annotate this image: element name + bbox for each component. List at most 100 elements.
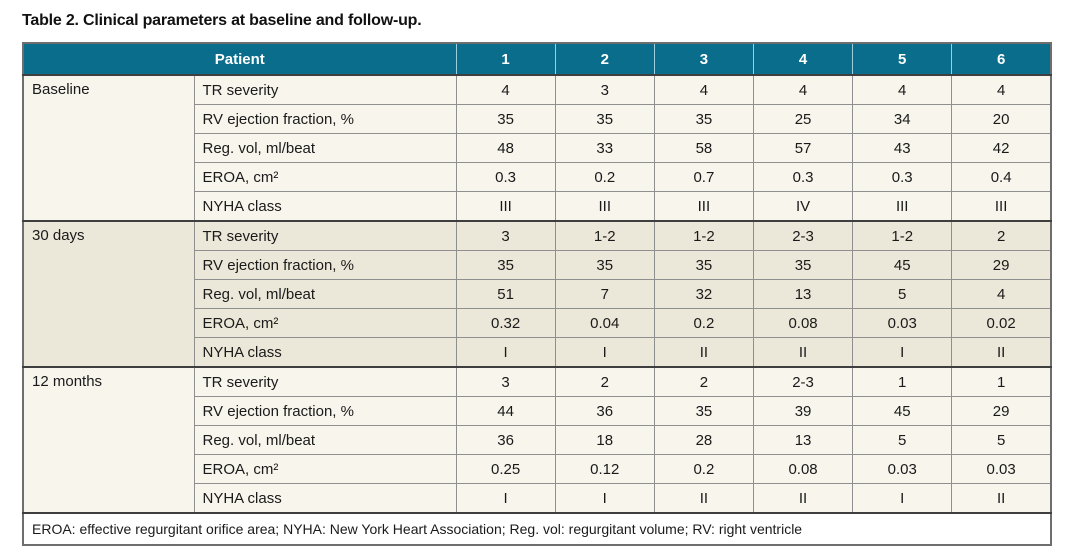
patient-column-header: 1 — [455, 43, 556, 76]
value-cell: 0.03 — [951, 454, 1052, 484]
table-row: Baseline TR severity 4 3 4 4 4 4 — [22, 74, 1052, 222]
table-row: RV ejection fraction, % 35 35 35 35 45 29 — [23, 250, 1052, 280]
value-cell: 25 — [752, 104, 854, 134]
value-cell: 35 — [653, 396, 754, 426]
value-cell: 1-2 — [852, 220, 953, 251]
parameter-label: EROA, cm² — [193, 308, 457, 338]
table-footnote: EROA: effective regurgitant orifice area… — [23, 512, 1051, 545]
value-cell: 13 — [752, 279, 854, 309]
value-cell: III — [554, 191, 655, 222]
parameter-label: TR severity — [193, 74, 457, 105]
value-cell: 3 — [455, 220, 556, 251]
value-cell: 35 — [554, 250, 655, 280]
value-cell: 1 — [852, 366, 953, 397]
value-cell: 5 — [852, 279, 953, 309]
patient-column-header: 5 — [852, 43, 952, 76]
patient-header-cell: Patient — [23, 43, 457, 76]
section-label: 30 days — [22, 220, 195, 368]
table-row: EROA, cm² 0.3 0.2 0.7 0.3 0.3 0.4 — [23, 162, 1052, 192]
value-cell: III — [852, 191, 953, 222]
value-cell: III — [653, 191, 754, 222]
table-footer: EROA: effective regurgitant orifice area… — [23, 512, 1051, 545]
value-cell: 0.03 — [852, 308, 953, 338]
value-cell: 0.3 — [852, 162, 953, 192]
table-row: EROA, cm² 0.32 0.04 0.2 0.08 0.03 0.02 — [23, 308, 1052, 338]
parameter-label: TR severity — [193, 366, 457, 397]
value-cell: 0.2 — [653, 454, 754, 484]
value-cell: 0.4 — [951, 162, 1052, 192]
table-row: 12 months TR severity 3 2 2 2-3 1 1 — [22, 366, 1052, 514]
value-cell: 0.3 — [752, 162, 854, 192]
value-cell: 35 — [455, 250, 556, 280]
value-cell: I — [455, 483, 556, 514]
value-cell: 0.7 — [653, 162, 754, 192]
section-label: Baseline — [22, 74, 195, 222]
value-cell: I — [455, 337, 556, 368]
value-cell: 20 — [951, 104, 1052, 134]
value-cell: 0.25 — [455, 454, 556, 484]
section-label: 12 months — [22, 366, 195, 514]
parameter-label: TR severity — [193, 220, 457, 251]
value-cell: 2 — [951, 220, 1052, 251]
value-cell: 36 — [455, 425, 556, 455]
value-cell: 35 — [752, 250, 854, 280]
table-row: EROA, cm² 0.25 0.12 0.2 0.08 0.03 0.03 — [23, 454, 1052, 484]
value-cell: 42 — [951, 133, 1052, 163]
parameter-label: RV ejection fraction, % — [193, 396, 457, 426]
value-cell: 33 — [554, 133, 655, 163]
parameter-label: EROA, cm² — [193, 162, 457, 192]
parameter-label: EROA, cm² — [193, 454, 457, 484]
value-cell: IV — [752, 191, 854, 222]
table-title: Table 2. Clinical parameters at baseline… — [22, 12, 422, 29]
table-row: NYHA class I I II II I II — [23, 337, 1052, 368]
value-cell: 44 — [455, 396, 556, 426]
parameter-label: Reg. vol, ml/beat — [193, 425, 457, 455]
value-cell: I — [554, 483, 655, 514]
value-cell: 0.2 — [653, 308, 754, 338]
value-cell: 58 — [653, 133, 754, 163]
value-cell: II — [951, 483, 1052, 514]
value-cell: 0.03 — [852, 454, 953, 484]
patient-column-header: 2 — [554, 43, 655, 76]
value-cell: 35 — [455, 104, 556, 134]
value-cell: II — [653, 483, 754, 514]
value-cell: II — [951, 337, 1052, 368]
value-cell: I — [852, 483, 953, 514]
table-row: 30 days TR severity 3 1-2 1-2 2-3 1-2 2 — [22, 220, 1052, 368]
parameter-label: NYHA class — [193, 337, 457, 368]
table-row: Reg. vol, ml/beat 51 7 32 13 5 4 — [23, 279, 1052, 309]
value-cell: 34 — [852, 104, 953, 134]
value-cell: III — [951, 191, 1052, 222]
value-cell: 45 — [852, 396, 953, 426]
value-cell: 29 — [951, 250, 1052, 280]
value-cell: 28 — [653, 425, 754, 455]
value-cell: 4 — [752, 74, 854, 105]
table-row: Reg. vol, ml/beat 48 33 58 57 43 42 — [23, 133, 1052, 163]
value-cell: 0.02 — [951, 308, 1052, 338]
value-cell: 0.08 — [752, 308, 854, 338]
value-cell: 3 — [554, 74, 655, 105]
value-cell: 13 — [752, 425, 854, 455]
value-cell: II — [752, 483, 854, 514]
value-cell: I — [554, 337, 655, 368]
value-cell: 4 — [653, 74, 754, 105]
value-cell: 2-3 — [752, 366, 854, 397]
value-cell: 1-2 — [653, 220, 754, 251]
value-cell: 1 — [951, 366, 1052, 397]
value-cell: 36 — [554, 396, 655, 426]
value-cell: 29 — [951, 396, 1052, 426]
parameter-label: NYHA class — [193, 191, 457, 222]
patient-column-header: 6 — [951, 43, 1051, 76]
value-cell: 4 — [455, 74, 556, 105]
value-cell: II — [653, 337, 754, 368]
parameter-label: NYHA class — [193, 483, 457, 514]
value-cell: 57 — [752, 133, 854, 163]
value-cell: III — [455, 191, 556, 222]
value-cell: 39 — [752, 396, 854, 426]
section-12-months: 12 months TR severity 3 2 2 2-3 1 1 RV ejection … — [22, 366, 1052, 514]
table-row: RV ejection fraction, % 35 35 35 25 34 20 — [23, 104, 1052, 134]
parameter-label: RV ejection fraction, % — [193, 104, 457, 134]
